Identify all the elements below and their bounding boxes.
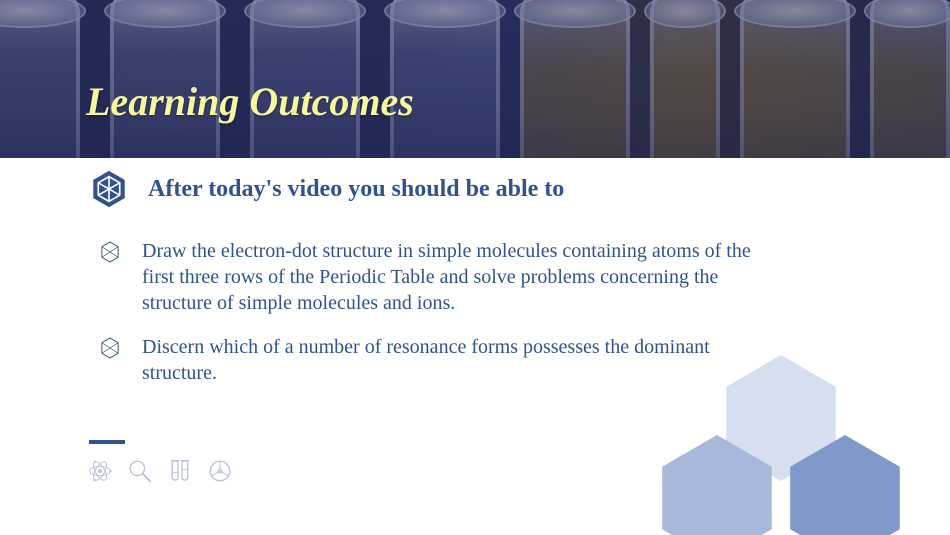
hexagon-cluster xyxy=(648,355,928,535)
hexagon-shape xyxy=(662,435,772,535)
testtubes-icon xyxy=(167,458,193,484)
footer-icon-row xyxy=(87,458,233,484)
hexagon-outline-icon xyxy=(100,241,120,263)
atom-icon xyxy=(87,458,113,484)
accent-line xyxy=(89,440,125,444)
biohazard-icon xyxy=(207,458,233,484)
objective-row: Draw the electron-dot structure in simpl… xyxy=(92,238,890,316)
hexagon-shape xyxy=(790,435,900,535)
header-banner: Learning Outcomes xyxy=(0,0,950,158)
hexagon-icon xyxy=(92,170,126,208)
lead-row: After today's video you should be able t… xyxy=(92,170,890,208)
magnifier-icon xyxy=(127,458,153,484)
hexagon-outline-icon xyxy=(100,337,120,359)
slide: Learning Outcomes After today's video yo… xyxy=(0,0,950,535)
lead-text: After today's video you should be able t… xyxy=(148,176,564,203)
slide-title: Learning Outcomes xyxy=(86,78,414,125)
objective-text: Draw the electron-dot structure in simpl… xyxy=(142,238,782,316)
